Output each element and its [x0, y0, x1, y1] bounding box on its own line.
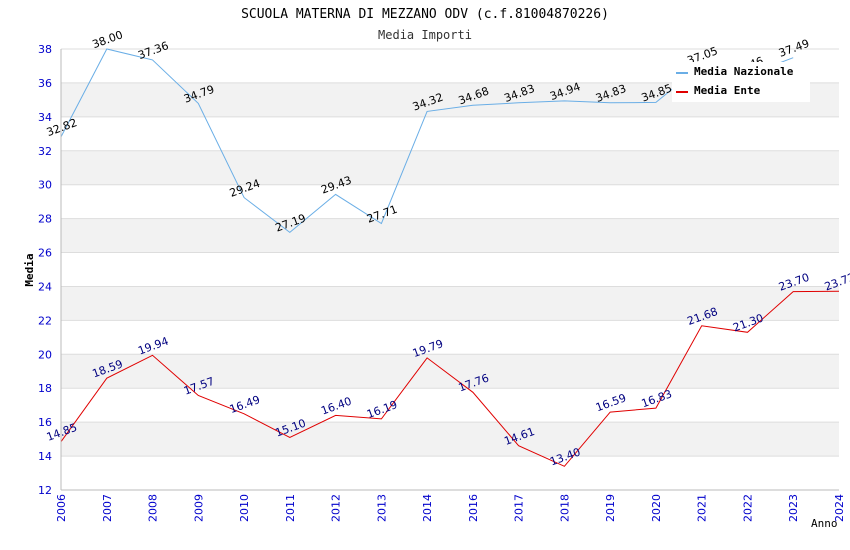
y-tick-label: 32 — [38, 145, 52, 158]
x-tick-label: 2008 — [147, 494, 160, 522]
y-tick-label: 14 — [38, 450, 52, 463]
series-line-1 — [60, 290, 840, 467]
x-tick-label: 2021 — [696, 494, 709, 522]
legend-label-nazionale: Media Nazionale — [694, 65, 794, 78]
x-tick-label: 2023 — [787, 494, 800, 522]
y-tick-label: 20 — [38, 348, 52, 361]
chart-subtitle: Media Importi — [378, 28, 472, 42]
x-tick-label: 2011 — [284, 494, 297, 522]
background-band — [61, 354, 839, 389]
legend-label-ente: Media Ente — [694, 84, 761, 97]
axes — [60, 49, 839, 491]
plot-background-bands — [61, 49, 839, 490]
background-band — [61, 422, 839, 457]
y-tick-label: 30 — [38, 179, 52, 192]
y-tick-labels: 12 14 16 18 20 22 24 26 28 30 32 34 36 38 — [38, 43, 52, 497]
y-tick-label: 22 — [38, 314, 52, 327]
x-tick-label: 2007 — [101, 494, 114, 522]
y-tick-label: 24 — [38, 280, 52, 293]
x-axis-label: Anno — [811, 517, 838, 530]
x-tick-label: 2010 — [238, 494, 251, 522]
x-tick-labels: 2006 2007 2008 2009 2010 2011 2012 2013 2014 2016… — [55, 494, 846, 522]
x-tick-label: 2014 — [421, 494, 434, 522]
x-tick-label: 2022 — [741, 494, 754, 522]
x-tick-label: 2018 — [558, 494, 571, 522]
y-axis-label: Media — [23, 253, 36, 286]
x-tick-label: 2019 — [604, 494, 617, 522]
x-tick-label: 2013 — [375, 494, 388, 522]
x-tick-label: 2024 — [833, 494, 846, 522]
y-tick-label: 16 — [38, 416, 52, 429]
x-tick-label: 2017 — [513, 494, 526, 522]
x-tick-label: 2009 — [192, 494, 205, 522]
gridlines — [61, 48, 839, 491]
y-tick-label: 36 — [38, 77, 52, 90]
chart-title: SCUOLA MATERNA DI MEZZANO ODV (c.f.81004… — [241, 7, 609, 22]
y-tick-label: 28 — [38, 213, 52, 226]
y-tick-label: 34 — [38, 111, 52, 124]
background-band — [61, 116, 839, 151]
background-band — [61, 320, 839, 355]
background-band — [61, 286, 839, 321]
background-band — [61, 388, 839, 423]
legend: Media Nazionale Media Ente — [672, 62, 810, 102]
background-band — [61, 252, 839, 287]
background-band — [61, 150, 839, 185]
x-tick-label: 2016 — [467, 494, 480, 522]
series-line-0 — [60, 48, 794, 234]
x-tick-label: 2006 — [55, 494, 68, 522]
y-tick-label: 18 — [38, 382, 52, 395]
legend-box — [672, 62, 810, 102]
background-band — [61, 218, 839, 253]
x-tick-label: 2020 — [650, 494, 663, 522]
background-band — [61, 456, 839, 490]
y-tick-label: 38 — [38, 43, 52, 56]
background-band — [61, 184, 839, 219]
series-lines — [60, 48, 840, 467]
y-tick-label: 12 — [38, 484, 52, 497]
x-tick-label: 2012 — [330, 494, 343, 522]
data-label: 38.00 — [91, 28, 125, 51]
y-tick-label: 26 — [38, 247, 52, 260]
